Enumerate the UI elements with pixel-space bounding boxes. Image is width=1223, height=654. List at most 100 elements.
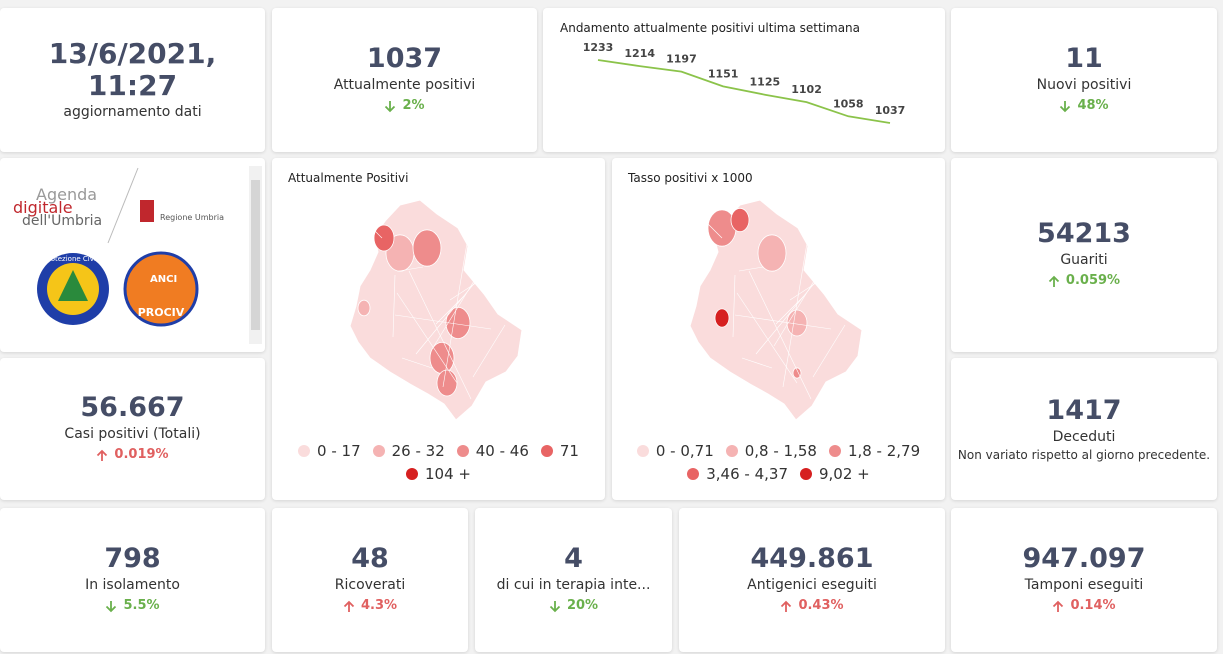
map-legend: 0 - 0,71 0,8 - 1,58 1,8 - 2,79 3,46 - 4,37 9… (612, 440, 945, 486)
arrow-path (385, 100, 396, 112)
border (394, 314, 492, 330)
update-label: aggiornamento dati (63, 104, 202, 120)
border (701, 217, 723, 239)
kpi-label: Tamponi eseguiti (1024, 577, 1144, 593)
kpi-label: Deceduti (1052, 429, 1116, 445)
legend-item: 0 - 17 (298, 440, 361, 462)
kpi-card: 1037 Attualmente positivi 2% (272, 8, 537, 152)
kpi-note: Non variato rispetto al giorno precedent… (957, 448, 1211, 462)
logos: Agenda digitale dell'Umbria Regione Umbr… (13, 166, 262, 344)
legend-swatch (406, 468, 419, 480)
border (392, 274, 396, 338)
arrow-path (1060, 100, 1071, 112)
trend-arrow (1053, 600, 1064, 612)
legend-label: 3,46 - 4,37 (706, 465, 788, 483)
arrow-path (549, 600, 561, 612)
trend-value-label: 1037 (875, 104, 906, 117)
legend-item: 40 - 46 (456, 440, 529, 462)
kpi-card: 4 di cui in terapia inte... 20% (475, 508, 672, 652)
kpi-delta-text: 5.5% (123, 598, 160, 613)
legend-item: 26 - 32 (372, 440, 445, 462)
legend-label: 71 (559, 442, 579, 460)
border (398, 266, 424, 272)
kpi-delta-text: 4.3% (360, 598, 398, 613)
kpi-label: Guariti (1060, 252, 1108, 268)
kpi-delta: 0.019% (96, 444, 169, 466)
kpi-value: 54213 (1037, 218, 1131, 249)
border (401, 357, 433, 369)
legend-swatch (828, 445, 841, 457)
trend-arrow (97, 449, 108, 461)
arrow-path (106, 600, 117, 612)
kpi-delta: 2% (384, 95, 425, 117)
legend-swatch (687, 468, 700, 480)
logo-regione: Regione Umbria (160, 213, 224, 222)
map-title: Attualmente Positivi (288, 171, 409, 185)
update-datetime: 13/6/2021, 11:27 (48, 37, 217, 102)
legend-label: 0 - 17 (317, 442, 361, 460)
trend-chart: Andamento attualmente positivi ultima se… (560, 21, 906, 124)
legend-item: 3,46 - 4,37 (687, 463, 788, 485)
kpi-value: 11 (1065, 43, 1103, 74)
kpi-label: In isolamento (85, 577, 180, 593)
municipality (373, 224, 395, 252)
kpi-card: 56.667 Casi positivi (Totali) 0.019% (0, 358, 265, 500)
map-legend: 0 - 17 26 - 32 40 - 46 71 104 + (272, 440, 605, 486)
kpi-delta-text: 0.14% (1070, 598, 1116, 613)
scrollbar-thumb[interactable] (251, 180, 260, 330)
border (823, 245, 847, 285)
trend-arrow (343, 600, 355, 612)
legend-swatch (800, 468, 812, 480)
logos-card: Agenda digitale dell'Umbria Regione Umbr… (0, 158, 265, 352)
border (741, 357, 773, 369)
map: Attualmente Positivi (288, 171, 523, 421)
kpi-value: 48 (351, 543, 389, 574)
logo-protezione-text: Protezione Civile (44, 255, 102, 263)
kpi-card: 1417 Deceduti Non variato rispetto al gior… (951, 358, 1217, 500)
border (449, 261, 509, 301)
kpi-delta: 20% (549, 595, 598, 617)
legend-swatch (456, 445, 469, 457)
border (442, 230, 470, 388)
legend-label: 0 - 0,71 (655, 442, 714, 460)
logo-anci (123, 251, 199, 327)
trend-value-label: 1197 (666, 53, 697, 66)
logo-digitale: digitale (13, 198, 73, 217)
legend-label: 9,02 + (819, 465, 870, 483)
kpi-delta-text: 2% (402, 98, 425, 113)
kpi-label: Casi positivi (Totali) (64, 426, 201, 442)
municipality (436, 369, 458, 397)
border (738, 266, 764, 272)
border (812, 324, 846, 378)
border (755, 239, 851, 355)
arrow-path (1048, 275, 1060, 287)
kpi-delta-text: 0.43% (798, 598, 844, 613)
kpi-delta: 48% (1059, 95, 1109, 117)
trend-value-label: 1151 (708, 67, 739, 80)
legend-item: 1,8 - 2,79 (828, 440, 920, 462)
kpi-value: 4 (564, 543, 583, 574)
municipality (792, 367, 802, 379)
border (415, 239, 511, 355)
map-card: Attualmente Positivi 0 - 17 26 - 32 40 - 46… (272, 158, 605, 500)
municipality (714, 308, 730, 328)
kpi-label: Attualmente positivi (333, 77, 476, 93)
municipality (412, 229, 442, 267)
logo-anci-text: ANCI (150, 274, 177, 285)
legend-label: 26 - 32 (391, 442, 445, 460)
trend-title: Andamento attualmente positivi ultima se… (560, 21, 860, 35)
map-title: Tasso positivi x 1000 (627, 171, 753, 185)
map-card: Tasso positivi x 1000 0 - 0,71 0,8 - 1,58 1… (612, 158, 945, 500)
legend-item: 71 (540, 440, 579, 462)
trend-arrow (1060, 100, 1071, 112)
trend-value-label: 1058 (833, 97, 864, 110)
kpi-card: 48 Ricoverati 4.3% (272, 508, 468, 652)
kpi-value: 798 (104, 543, 161, 574)
map: Tasso positivi x 1000 (627, 171, 863, 421)
update-card: 13/6/2021, 11:27 aggiornamento dati (0, 8, 265, 152)
kpi-delta: 0.14% (1052, 595, 1116, 617)
trend-card: Andamento attualmente positivi ultima se… (543, 8, 945, 152)
border (361, 217, 383, 239)
kpi-value: 1417 (1046, 395, 1122, 426)
